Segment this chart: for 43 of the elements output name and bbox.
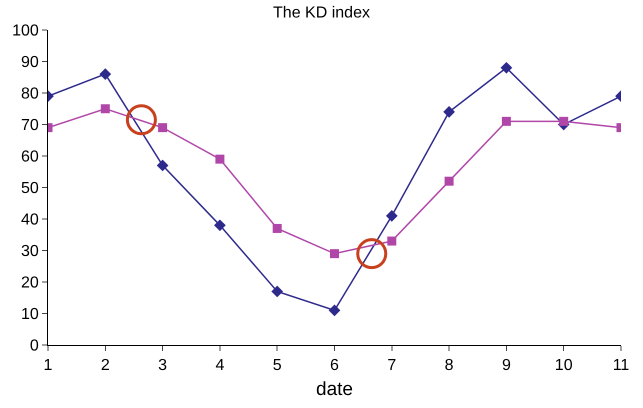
y-tick-label: 100 [12,22,39,40]
point [559,116,568,126]
point [330,249,339,258]
x-tick-label: 1 [44,357,53,374]
point [100,104,110,114]
y-tick-label: 70 [21,117,39,134]
x-tick-label: 6 [330,357,340,374]
y-tick-label: 30 [21,243,39,260]
point [156,160,168,172]
x-tick-label: 5 [272,357,282,374]
point [502,116,511,126]
y-tick-label: 80 [21,86,39,103]
point [444,176,454,186]
point [126,104,157,136]
chart-title: The KD index [273,4,370,22]
point [215,154,224,164]
point [99,68,112,80]
y-tick-label: 10 [21,306,39,324]
y-tick-label: 90 [21,54,39,72]
y-tick-label: 20 [21,274,39,292]
point [386,210,398,222]
x-tick-label: 8 [444,357,454,374]
x-axis-title: date [316,379,353,400]
x-tick-label: 10 [554,357,573,374]
x-tick-label: 4 [215,357,224,374]
y-tick-label: 40 [21,212,39,229]
point [443,106,455,118]
point [328,304,340,316]
point [158,123,168,132]
y-tick-label: 60 [21,148,39,166]
x-tick-label: 9 [502,357,511,374]
x-tick-label: 2 [100,357,110,374]
point [272,224,282,233]
x-tick-label: 11 [612,357,630,374]
y-tick-label: 50 [21,180,39,198]
x-tick-label: 7 [387,357,396,374]
y-tick-label: 0 [30,338,39,355]
point [387,236,396,246]
point [271,286,284,298]
point [500,62,512,74]
point [214,219,226,232]
point [356,238,388,270]
x-tick-label: 3 [158,357,168,374]
